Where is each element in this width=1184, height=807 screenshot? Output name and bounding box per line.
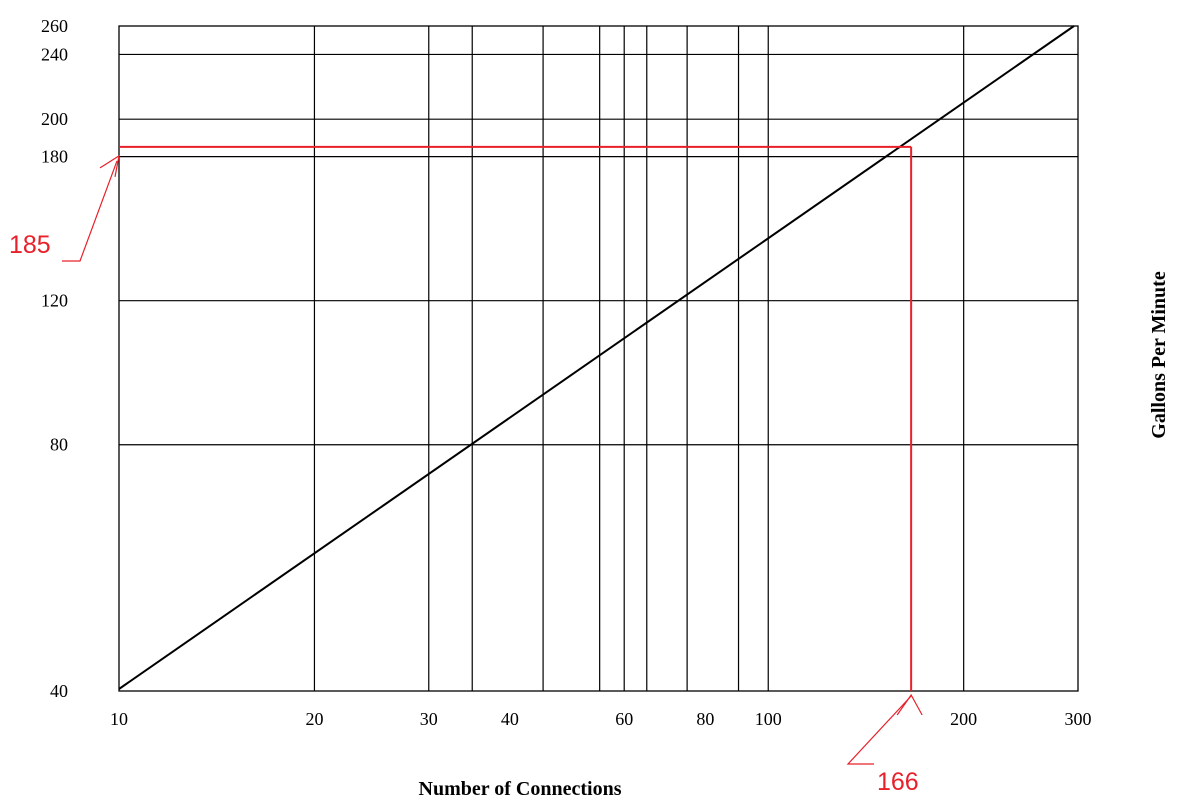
y-axis-title: Gallons Per Minute [1148, 271, 1170, 439]
vertical-gridlines [313, 26, 965, 691]
series-line [118, 25, 1075, 690]
x-tick-label: 40 [501, 709, 519, 729]
y-tick-label: 120 [41, 291, 68, 311]
y-tick-label: 180 [41, 147, 68, 167]
annotation-y-arrowhead [99, 154, 120, 178]
x-tick-label: 80 [696, 709, 714, 729]
annotation-x-label: 166 [877, 768, 919, 796]
y-tick-label: 80 [50, 435, 68, 455]
y-tick-label: 200 [41, 109, 68, 129]
x-tick-label: 30 [420, 709, 438, 729]
y-tick-labels: 40 80 120 180 200 240 260 [41, 16, 68, 701]
y-tick-label: 260 [41, 16, 68, 36]
y-tick-label: 240 [41, 44, 68, 64]
annotation: 185 166 [9, 145, 923, 796]
annotation-y-label: 185 [9, 231, 51, 259]
x-tick-label: 60 [615, 709, 633, 729]
annotation-y-leader [62, 160, 118, 262]
annotation-x-arrowhead [896, 693, 923, 716]
horizontal-gridlines [119, 53, 1078, 446]
annotation-x-leader [846, 695, 912, 765]
y-tick-label: 40 [50, 681, 68, 701]
x-tick-labels: 10 20 30 40 60 80 100 200 300 [110, 709, 1092, 729]
x-tick-label: 10 [110, 709, 128, 729]
x-tick-label: 20 [305, 709, 323, 729]
x-tick-label: 100 [755, 709, 782, 729]
x-tick-label: 200 [950, 709, 977, 729]
x-axis-title: Number of Connections [419, 778, 622, 800]
x-tick-label: 300 [1065, 709, 1092, 729]
plot-frame [118, 25, 1079, 692]
